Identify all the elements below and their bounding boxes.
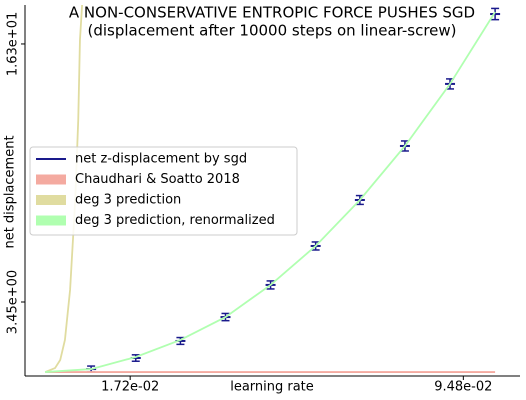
series-line <box>44 5 83 373</box>
x-tick-label: 1.72e-02 <box>101 380 159 395</box>
series-line <box>45 11 496 373</box>
legend-swatch <box>36 215 66 226</box>
y-tick-label: 1.63e+01 <box>6 12 21 76</box>
chart-title: A NON-CONSERVATIVE ENTROPIC FORCE PUSHES… <box>69 4 475 22</box>
legend-label: net z-displacement by sgd <box>75 152 247 167</box>
y-tick-label: 3.45e+00 <box>6 270 21 334</box>
chart-subtitle: (displacement after 10000 steps on linea… <box>87 22 456 40</box>
legend-swatch <box>36 174 66 185</box>
x-axis-label: learning rate <box>230 380 314 395</box>
legend-box <box>29 146 298 236</box>
legend-label: Chaudhari & Soatto 2018 <box>75 172 240 187</box>
legend-label: deg 3 prediction <box>75 193 181 208</box>
legend-label: deg 3 prediction, renormalized <box>75 213 275 228</box>
plot-area <box>44 5 501 373</box>
legend-swatch <box>36 195 66 205</box>
x-tick-label: 9.48e-02 <box>434 380 492 395</box>
y-axis-label: net displacement <box>3 135 18 248</box>
error-point <box>490 7 501 21</box>
error-point <box>175 336 186 346</box>
